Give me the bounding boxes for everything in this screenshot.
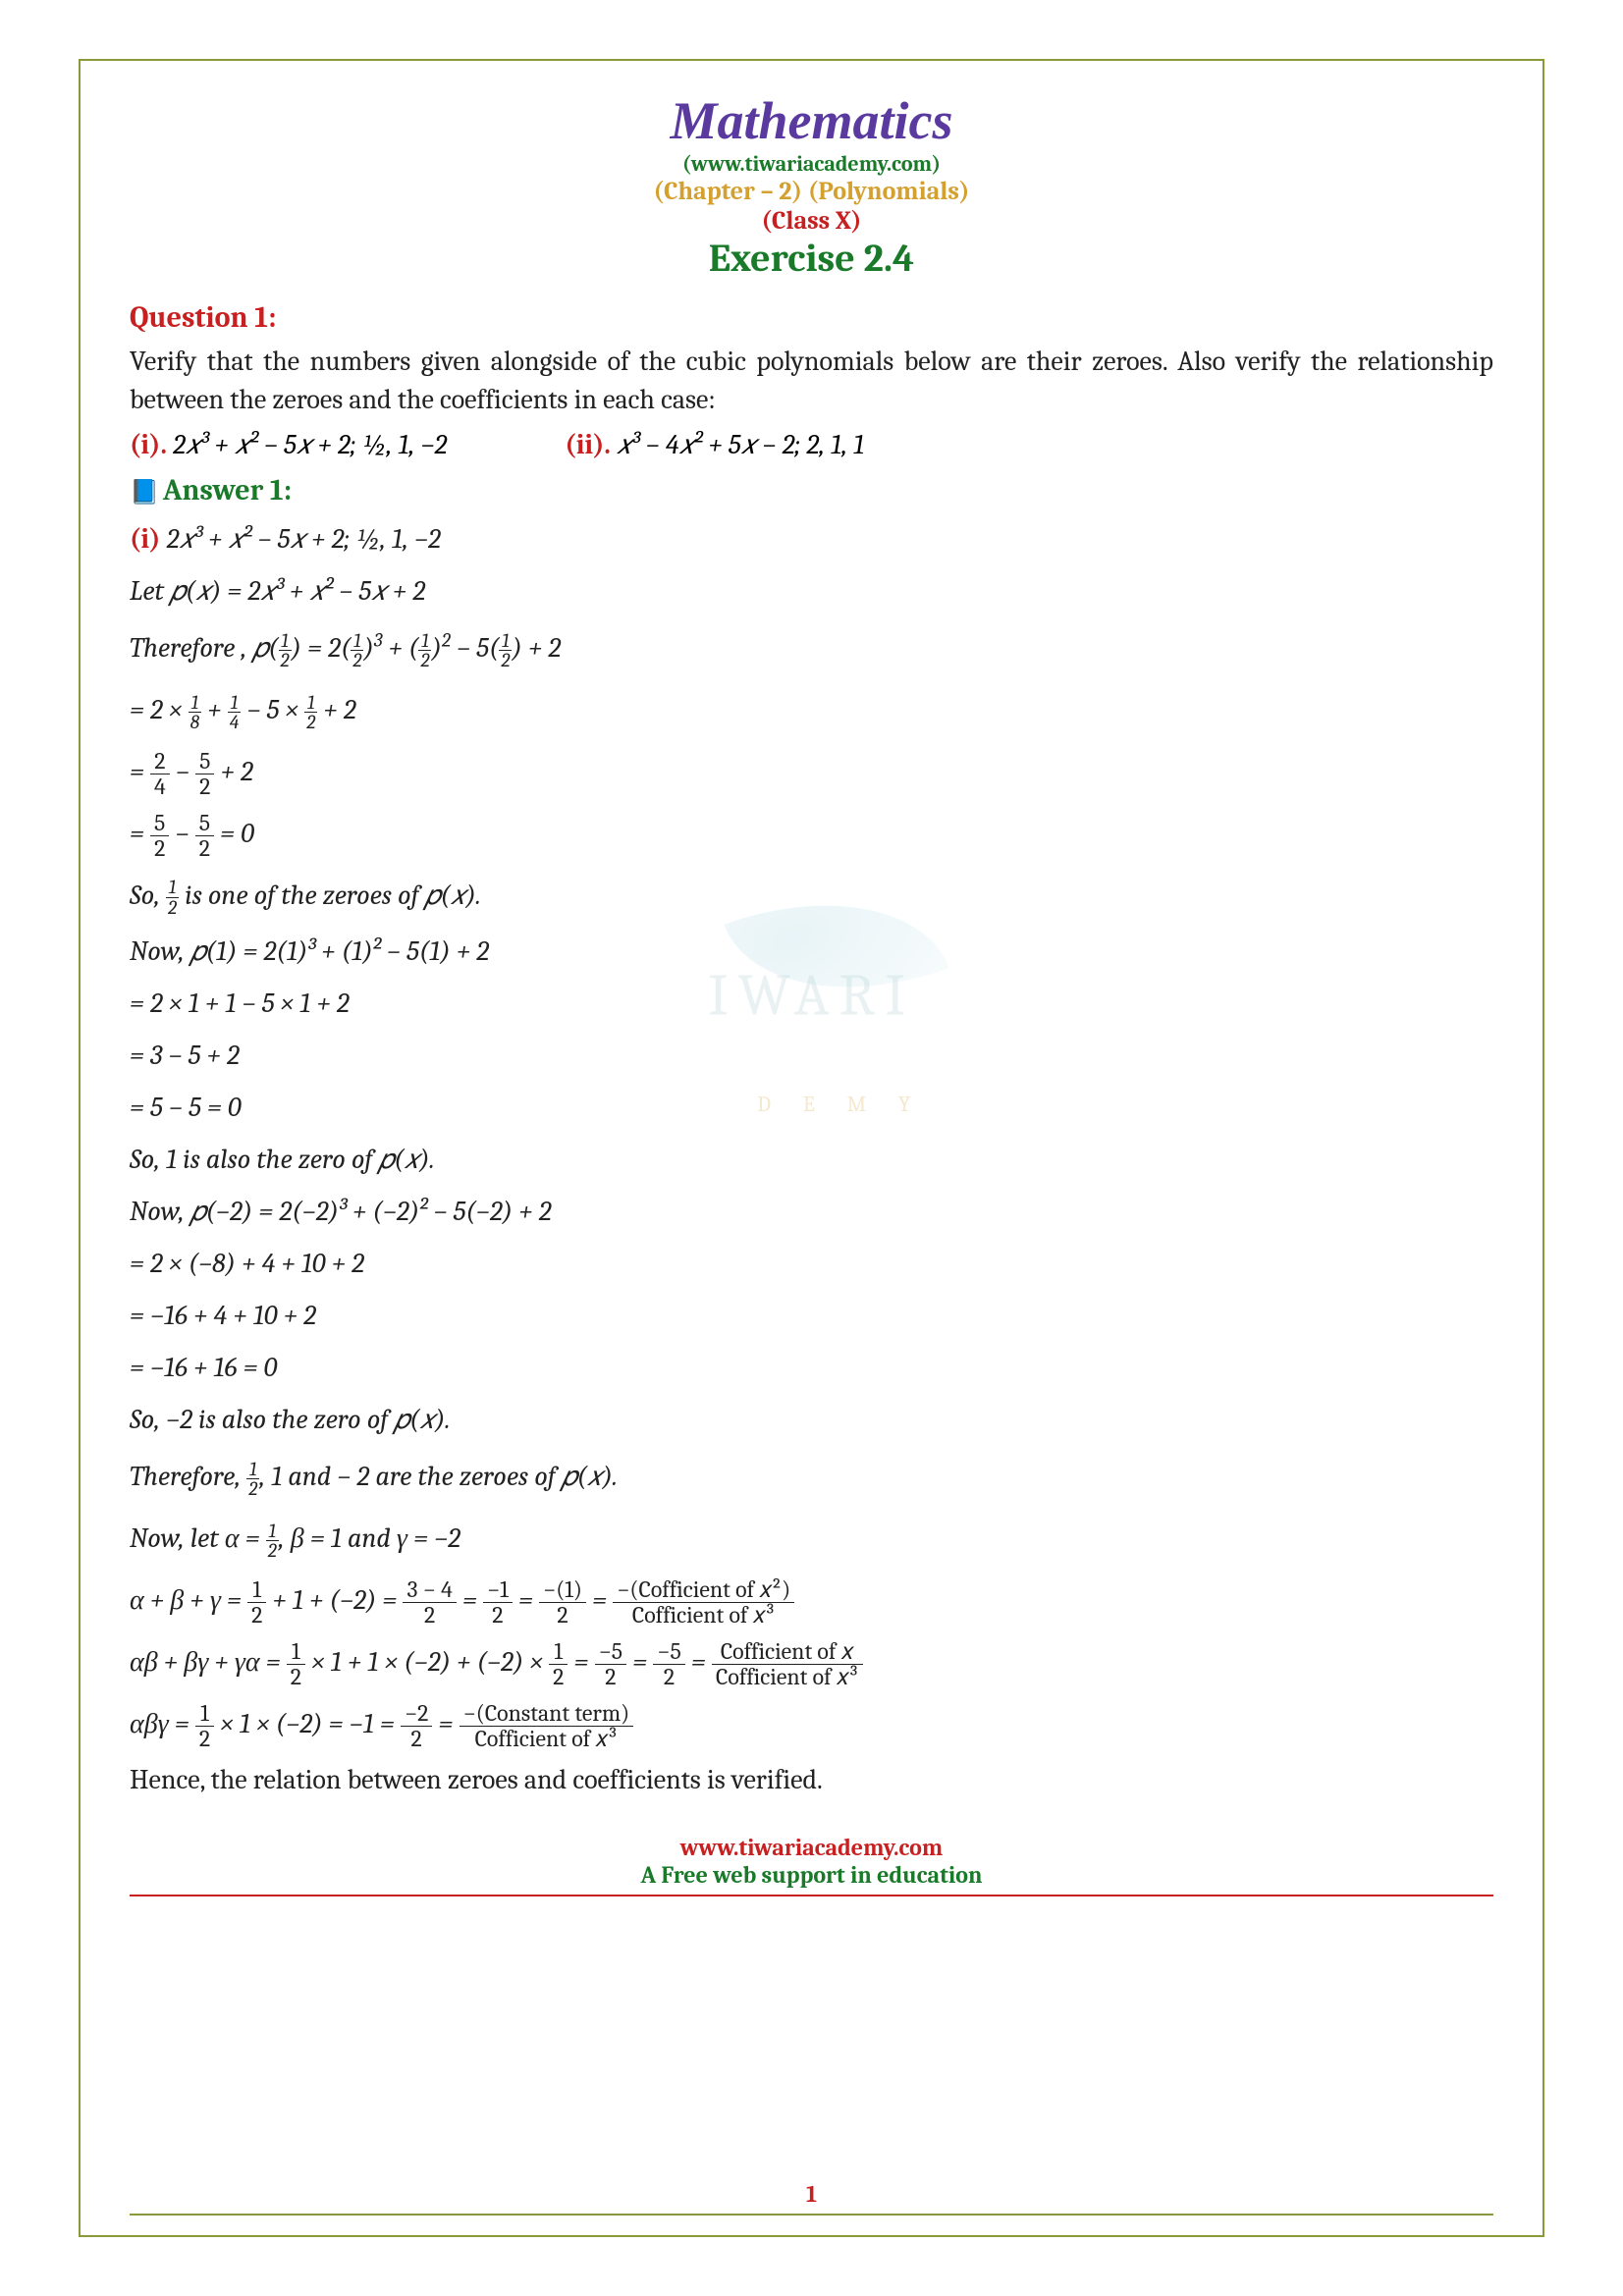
footer: www.tiwariacademy.com A Free web support… — [130, 1834, 1493, 1896]
answer-line: So, −2 is also the zero of 𝑝(𝑥). — [130, 1396, 1493, 1444]
exercise-title: Exercise 2.4 — [130, 236, 1493, 281]
answer-conclusion: Hence, the relation between zeroes and c… — [130, 1756, 1493, 1804]
answer-line: Now, 𝑝(1) = 2(1)³ + (1)² − 5(1) + 2 — [130, 928, 1493, 976]
relation-product: αβγ = 12 × 1 × (−2) = −1 = −22 = −(Const… — [130, 1695, 1493, 1753]
answer-line: Therefore , 𝑝(12) = 2(12)3 + (12)2 − 5(1… — [130, 619, 1493, 677]
footer-tagline: A Free web support in education — [130, 1861, 1493, 1889]
part-i: (i). 2𝑥³ + 𝑥² − 5𝑥 + 2; ½, 1, −2 — [130, 429, 447, 461]
footer-divider — [130, 1895, 1493, 1896]
header-url: (www.tiwariacademy.com) — [130, 151, 1493, 177]
bottom-border — [130, 2214, 1493, 2216]
chapter-title: (Chapter – 2) (Polynomials) — [130, 177, 1493, 206]
relation-sum: α + β + γ = 12 + 1 + (−2) = 3 − 42 = −12… — [130, 1572, 1493, 1629]
answer-line: Now, 𝑝(−2) = 2(−2)³ + (−2)² − 5(−2) + 2 — [130, 1188, 1493, 1236]
answer-label: Answer 1: — [130, 473, 1493, 507]
subject-title: Mathematics — [130, 90, 1493, 151]
answer-line: = −16 + 16 = 0 — [130, 1344, 1493, 1392]
question-label: Question 1: — [130, 300, 1493, 335]
page-frame: IWARI D E M Y Mathematics (www.tiwariaca… — [79, 59, 1544, 2237]
answer-line: = 2 × 18 + 14 − 5 × 12 + 2 — [130, 681, 1493, 739]
footer-url[interactable]: www.tiwariacademy.com — [130, 1834, 1493, 1861]
answer-line: (i) 2𝑥³ + 𝑥² − 5𝑥 + 2; ½, 1, −2 — [130, 515, 1493, 563]
page-number: 1 — [81, 2180, 1542, 2208]
answer-line: = 3 − 5 + 2 — [130, 1032, 1493, 1080]
site-link[interactable]: www.tiwariacademy.com — [691, 151, 932, 177]
part-ii: (ii). 𝑥³ − 4𝑥² + 5𝑥 − 2; 2, 1, 1 — [565, 429, 864, 461]
content: Mathematics (www.tiwariacademy.com) (Cha… — [130, 90, 1493, 1896]
answer-line: = 52 − 52 = 0 — [130, 805, 1493, 863]
question-parts: (i). 2𝑥³ + 𝑥² − 5𝑥 + 2; ½, 1, −2 (ii). 𝑥… — [130, 429, 1493, 461]
document-header: Mathematics (www.tiwariacademy.com) (Cha… — [130, 90, 1493, 281]
answer-line: = 5 − 5 = 0 — [130, 1084, 1493, 1132]
answer-line: = 24 − 52 + 2 — [130, 743, 1493, 801]
answer-line: = −16 + 4 + 10 + 2 — [130, 1292, 1493, 1340]
answer-line: Therefore, 12, 1 and − 2 are the zeroes … — [130, 1448, 1493, 1506]
answer-line: Let 𝑝(𝑥) = 2𝑥³ + 𝑥² − 5𝑥 + 2 — [130, 567, 1493, 615]
answer-line: Now, let α = 12, β = 1 and γ = −2 — [130, 1510, 1493, 1568]
answer-line: = 2 × 1 + 1 − 5 × 1 + 2 — [130, 980, 1493, 1028]
answer-line: So, 12 is one of the zeroes of 𝑝(𝑥). — [130, 867, 1493, 925]
relation-pairsum: αβ + βγ + γα = 12 × 1 + 1 × (−2) + (−2) … — [130, 1633, 1493, 1691]
question-text: Verify that the numbers given alongside … — [130, 343, 1493, 419]
answer-line: So, 1 is also the zero of 𝑝(𝑥). — [130, 1136, 1493, 1184]
class-title: (Class X) — [130, 206, 1493, 236]
answer-line: = 2 × (−8) + 4 + 10 + 2 — [130, 1240, 1493, 1288]
